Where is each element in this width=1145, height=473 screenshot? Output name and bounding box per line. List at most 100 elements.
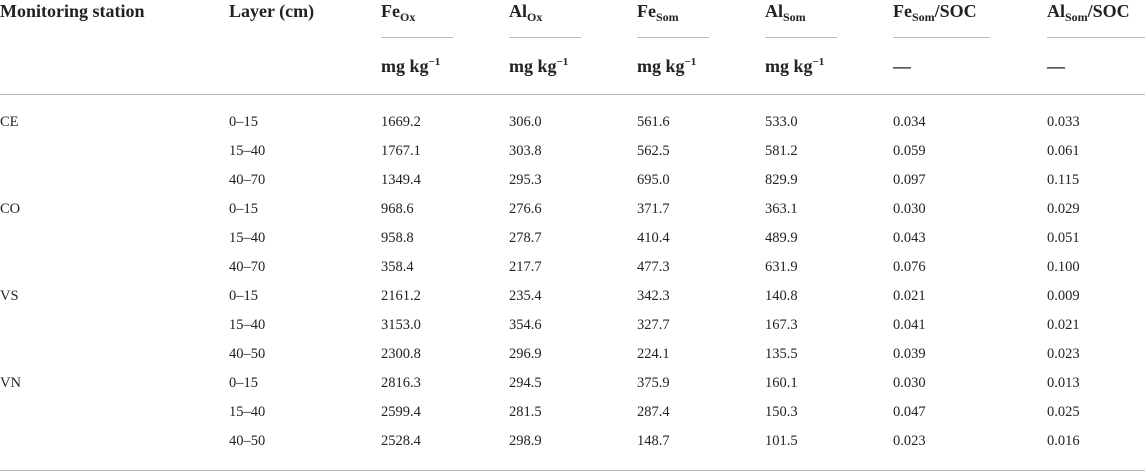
value-cell: 533.0 bbox=[765, 114, 798, 130]
value-cell: 0.025 bbox=[1047, 404, 1080, 420]
value-cell: 0.100 bbox=[1047, 259, 1080, 275]
layer-cell: 40–50 bbox=[229, 433, 266, 449]
value-cell: 0.039 bbox=[893, 346, 926, 362]
value-cell: 0.023 bbox=[1047, 346, 1080, 362]
value-cell: 296.9 bbox=[509, 346, 542, 362]
value-cell: 968.6 bbox=[381, 201, 414, 217]
header-text: Monitoring station bbox=[0, 1, 145, 21]
unit-text: mg kg bbox=[765, 56, 813, 76]
header-suffix: /SOC bbox=[934, 1, 977, 21]
value-cell: 2300.8 bbox=[381, 346, 421, 362]
value-cell: 224.1 bbox=[637, 346, 670, 362]
value-cell: 167.3 bbox=[765, 317, 798, 333]
header-subscript: Som bbox=[783, 10, 806, 24]
layer-cell: 0–15 bbox=[229, 114, 258, 130]
value-cell: 140.8 bbox=[765, 288, 798, 304]
header-underline bbox=[509, 37, 581, 38]
value-cell: 295.3 bbox=[509, 172, 542, 188]
station-cell: VS bbox=[0, 288, 19, 304]
value-cell: 354.6 bbox=[509, 317, 542, 333]
unit-text: mg kg bbox=[509, 56, 557, 76]
value-cell: 0.023 bbox=[893, 433, 926, 449]
value-cell: 0.021 bbox=[893, 288, 926, 304]
header-subscript: Ox bbox=[399, 10, 416, 24]
header-text: Al bbox=[1047, 1, 1065, 21]
header-text: Al bbox=[765, 1, 783, 21]
unit-cell: mg kg−1 bbox=[381, 56, 441, 76]
layer-cell: 15–40 bbox=[229, 143, 266, 159]
header-cell: AlSom/SOC bbox=[1047, 2, 1130, 23]
value-cell: 631.9 bbox=[765, 259, 798, 275]
value-cell: 0.041 bbox=[893, 317, 926, 333]
value-cell: 581.2 bbox=[765, 143, 798, 159]
value-cell: 0.061 bbox=[1047, 143, 1080, 159]
layer-cell: 40–50 bbox=[229, 346, 266, 362]
header-underline bbox=[381, 37, 453, 38]
value-cell: 0.051 bbox=[1047, 230, 1080, 246]
layer-cell: 0–15 bbox=[229, 375, 258, 391]
value-cell: 0.016 bbox=[1047, 433, 1080, 449]
value-cell: 235.4 bbox=[509, 288, 542, 304]
layer-cell: 15–40 bbox=[229, 317, 266, 333]
value-cell: 3153.0 bbox=[381, 317, 421, 333]
value-cell: 294.5 bbox=[509, 375, 542, 391]
header-cell: Layer (cm) bbox=[229, 2, 314, 20]
value-cell: 303.8 bbox=[509, 143, 542, 159]
layer-cell: 40–70 bbox=[229, 172, 266, 188]
value-cell: 0.013 bbox=[1047, 375, 1080, 391]
layer-cell: 0–15 bbox=[229, 201, 258, 217]
value-cell: 2161.2 bbox=[381, 288, 421, 304]
unit-text: mg kg bbox=[381, 56, 429, 76]
unit-superscript: −1 bbox=[428, 56, 441, 68]
value-cell: 281.5 bbox=[509, 404, 542, 420]
value-cell: 958.8 bbox=[381, 230, 414, 246]
value-cell: 561.6 bbox=[637, 114, 670, 130]
value-cell: 477.3 bbox=[637, 259, 670, 275]
layer-cell: 15–40 bbox=[229, 404, 266, 420]
value-cell: 0.030 bbox=[893, 201, 926, 217]
layer-cell: 0–15 bbox=[229, 288, 258, 304]
value-cell: 0.030 bbox=[893, 375, 926, 391]
header-subscript: Som bbox=[655, 10, 679, 24]
value-cell: 0.076 bbox=[893, 259, 926, 275]
unit-cell: — bbox=[1047, 57, 1065, 75]
value-cell: 0.115 bbox=[1047, 172, 1080, 188]
header-suffix: /SOC bbox=[1087, 1, 1130, 21]
unit-cell: — bbox=[893, 57, 911, 75]
unit-text: — bbox=[1047, 56, 1065, 76]
header-cell: FeSom bbox=[637, 2, 679, 23]
station-cell: VN bbox=[0, 375, 21, 391]
value-cell: 1669.2 bbox=[381, 114, 421, 130]
value-cell: 1767.1 bbox=[381, 143, 421, 159]
header-underline bbox=[1047, 37, 1145, 38]
unit-text: — bbox=[893, 56, 911, 76]
header-rule bbox=[0, 94, 1145, 95]
value-cell: 358.4 bbox=[381, 259, 414, 275]
value-cell: 160.1 bbox=[765, 375, 798, 391]
value-cell: 342.3 bbox=[637, 288, 670, 304]
unit-superscript: −1 bbox=[684, 56, 697, 68]
value-cell: 101.5 bbox=[765, 433, 798, 449]
value-cell: 410.4 bbox=[637, 230, 670, 246]
header-subscript: Som bbox=[1065, 10, 1088, 24]
station-cell: CE bbox=[0, 114, 19, 130]
header-cell: AlOx bbox=[509, 2, 542, 23]
value-cell: 0.009 bbox=[1047, 288, 1080, 304]
value-cell: 2528.4 bbox=[381, 433, 421, 449]
value-cell: 1349.4 bbox=[381, 172, 421, 188]
header-cell: Monitoring station bbox=[0, 2, 145, 20]
value-cell: 0.029 bbox=[1047, 201, 1080, 217]
value-cell: 363.1 bbox=[765, 201, 798, 217]
value-cell: 2599.4 bbox=[381, 404, 421, 420]
header-text: Al bbox=[509, 1, 527, 21]
value-cell: 287.4 bbox=[637, 404, 670, 420]
value-cell: 695.0 bbox=[637, 172, 670, 188]
header-cell: FeOx bbox=[381, 2, 415, 23]
value-cell: 298.9 bbox=[509, 433, 542, 449]
value-cell: 0.097 bbox=[893, 172, 926, 188]
unit-cell: mg kg−1 bbox=[765, 56, 824, 76]
header-text: Fe bbox=[381, 1, 400, 21]
value-cell: 0.043 bbox=[893, 230, 926, 246]
unit-superscript: −1 bbox=[556, 56, 569, 68]
